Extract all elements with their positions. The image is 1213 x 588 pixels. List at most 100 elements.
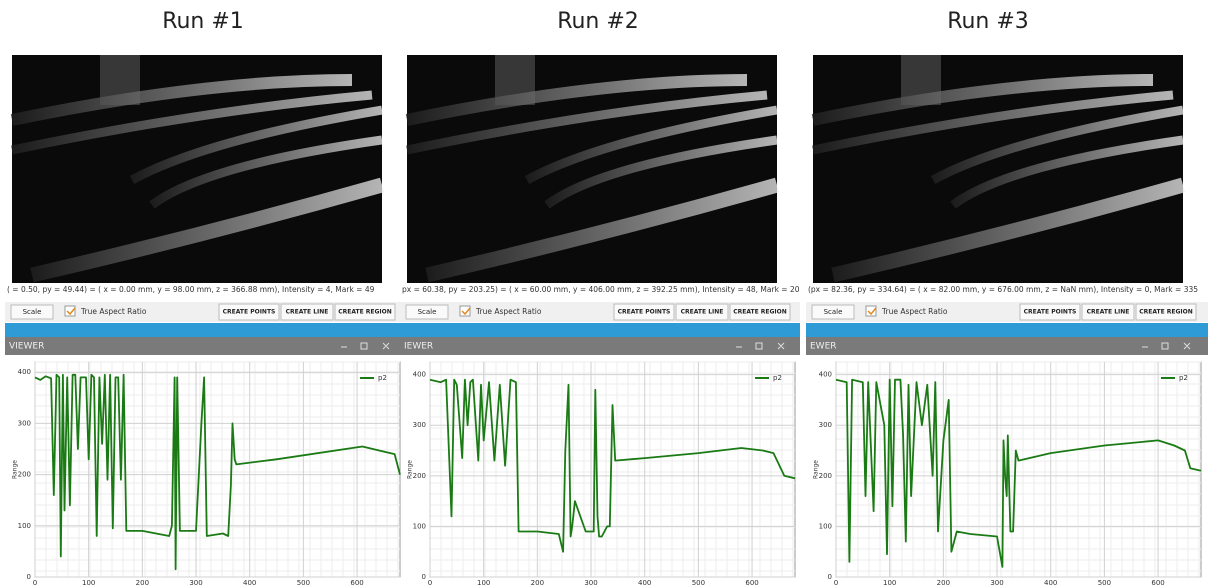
scan-image bbox=[405, 55, 780, 283]
scale-button-label: Scale bbox=[418, 308, 437, 316]
plot-area bbox=[835, 361, 1202, 578]
y-tick-label: 0 bbox=[27, 573, 31, 581]
button[interactable] bbox=[729, 303, 791, 321]
y-tick-label: 0 bbox=[828, 573, 832, 581]
y-tick-label: 200 bbox=[18, 471, 31, 479]
button-label: CREATE LINE bbox=[1087, 309, 1130, 316]
viewer-title: VIEWER bbox=[9, 342, 44, 352]
x-tick-label: 400 bbox=[638, 579, 651, 587]
checkbox-label: True Aspect Ratio bbox=[475, 307, 542, 316]
checkmark bbox=[66, 307, 76, 316]
viewer-titlebar bbox=[400, 337, 800, 355]
button-label: CREATE POINTS bbox=[1024, 309, 1077, 316]
checkbox-label: True Aspect Ratio bbox=[80, 307, 147, 316]
scale-button-label: Scale bbox=[824, 308, 843, 316]
y-tick-label: 200 bbox=[819, 472, 832, 480]
viewer-titlebar bbox=[806, 337, 1208, 355]
y-tick-label: 200 bbox=[413, 472, 426, 480]
scale-button-label: Scale bbox=[23, 308, 42, 316]
button[interactable] bbox=[613, 303, 675, 321]
panel-title: Run #1 bbox=[162, 9, 244, 34]
legend-label: p2 bbox=[378, 374, 387, 382]
y-axis-label: Range bbox=[407, 460, 414, 479]
x-tick-label: 600 bbox=[350, 579, 363, 587]
data-line bbox=[34, 373, 401, 571]
y-axis-label: Range bbox=[813, 460, 820, 479]
checkbox[interactable] bbox=[64, 305, 76, 317]
window-controls[interactable] bbox=[1142, 342, 1191, 350]
data-line bbox=[429, 378, 796, 553]
x-tick-label: 600 bbox=[1151, 579, 1164, 587]
x-tick-label: 400 bbox=[243, 579, 256, 587]
button-label: CREATE REGION bbox=[733, 309, 787, 316]
x-tick-label: 0 bbox=[33, 579, 37, 587]
x-tick-label: 600 bbox=[745, 579, 758, 587]
button[interactable] bbox=[1019, 303, 1081, 321]
button-label: CREATE REGION bbox=[338, 309, 392, 316]
button-label: CREATE POINTS bbox=[223, 309, 276, 316]
scale-button[interactable] bbox=[405, 304, 449, 320]
panel-title: Run #3 bbox=[947, 9, 1029, 34]
x-tick-label: 300 bbox=[189, 579, 202, 587]
panel: Run #1 ( = 0.50, py = 49.44) = ( x = 0.00… bbox=[5, 9, 405, 587]
panel: Run #3 (px = 82.36, py = 334.64) = ( x = … bbox=[806, 9, 1208, 587]
x-tick-label: 200 bbox=[937, 579, 950, 587]
scale-button[interactable] bbox=[10, 304, 54, 320]
button[interactable] bbox=[218, 303, 280, 321]
checkbox[interactable] bbox=[865, 305, 877, 317]
button[interactable] bbox=[1081, 303, 1135, 321]
x-tick-label: 500 bbox=[1098, 579, 1111, 587]
chart: 0 100 200 300 400 0 100 200 300 400 500 600 Range p2 bbox=[813, 361, 1202, 587]
x-tick-label: 200 bbox=[531, 579, 544, 587]
y-tick-label: 100 bbox=[819, 522, 832, 530]
x-tick-label: 500 bbox=[297, 579, 310, 587]
viewer-titlebar bbox=[5, 337, 405, 355]
panel-title: Run #2 bbox=[557, 9, 639, 34]
x-tick-label: 0 bbox=[428, 579, 432, 587]
y-tick-label: 100 bbox=[413, 522, 426, 530]
x-tick-label: 0 bbox=[834, 579, 838, 587]
chart: 0 100 200 300 400 0 100 200 300 400 500 600 Range p2 bbox=[407, 361, 796, 587]
x-tick-label: 400 bbox=[1044, 579, 1057, 587]
status-text: (px = 82.36, py = 334.64) = ( x = 82.00 … bbox=[808, 285, 1198, 294]
x-tick-label: 500 bbox=[692, 579, 705, 587]
button[interactable] bbox=[1135, 303, 1197, 321]
viewer-title: EWER bbox=[810, 342, 837, 352]
button-label: CREATE POINTS bbox=[618, 309, 671, 316]
blue-bar bbox=[5, 323, 405, 337]
y-tick-label: 300 bbox=[413, 421, 426, 429]
scale-button[interactable] bbox=[811, 304, 855, 320]
y-tick-label: 100 bbox=[18, 522, 31, 530]
y-tick-label: 400 bbox=[413, 371, 426, 379]
button[interactable] bbox=[280, 303, 334, 321]
checkmark bbox=[867, 307, 877, 316]
legend-label: p2 bbox=[1179, 374, 1188, 382]
button[interactable] bbox=[675, 303, 729, 321]
viewer-title: IEWER bbox=[404, 342, 433, 352]
checkbox[interactable] bbox=[459, 305, 471, 317]
button-label: CREATE REGION bbox=[1139, 309, 1193, 316]
checkbox-label: True Aspect Ratio bbox=[881, 307, 948, 316]
y-tick-label: 400 bbox=[819, 371, 832, 379]
button-label: CREATE LINE bbox=[286, 309, 329, 316]
x-tick-label: 100 bbox=[82, 579, 95, 587]
status-text: px = 60.38, py = 203.25) = ( x = 60.00 m… bbox=[402, 285, 805, 294]
y-tick-label: 300 bbox=[18, 419, 31, 427]
checkmark bbox=[461, 307, 471, 316]
window-controls[interactable] bbox=[736, 342, 785, 350]
x-tick-label: 300 bbox=[584, 579, 597, 587]
y-tick-label: 400 bbox=[18, 368, 31, 376]
y-tick-label: 0 bbox=[422, 573, 426, 581]
panel: Run #2 px = 60.38, py = 203.25) = ( x = 6… bbox=[400, 9, 805, 587]
x-tick-label: 300 bbox=[990, 579, 1003, 587]
button[interactable] bbox=[334, 303, 396, 321]
data-line bbox=[835, 378, 1202, 568]
button-label: CREATE LINE bbox=[681, 309, 724, 316]
scan-image bbox=[10, 55, 385, 283]
scan-image bbox=[811, 55, 1186, 283]
window-controls[interactable] bbox=[341, 342, 390, 350]
x-tick-label: 200 bbox=[136, 579, 149, 587]
chart: 0 100 200 300 400 0 100 200 300 400 500 600 Range p2 bbox=[12, 361, 401, 587]
y-axis-label: Range bbox=[12, 460, 19, 479]
